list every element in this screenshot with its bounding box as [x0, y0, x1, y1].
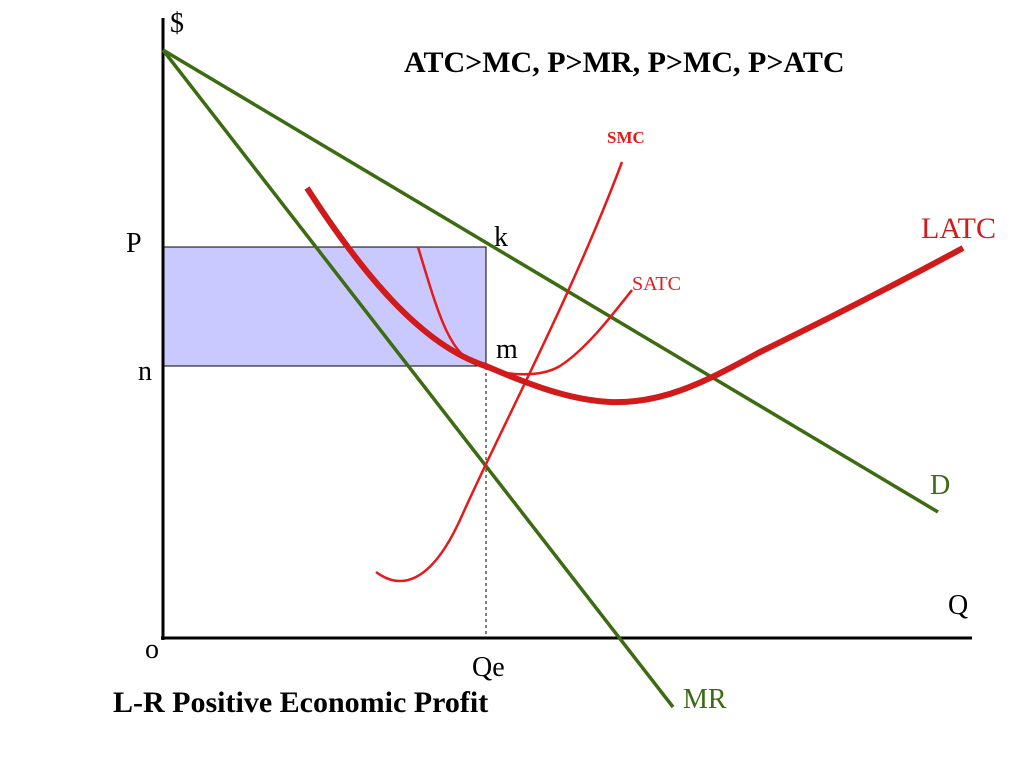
point-k-label: k	[494, 222, 508, 253]
y-axis-label: $	[170, 8, 184, 39]
latc-curve	[304, 186, 965, 406]
mr-label: MR	[683, 684, 727, 715]
origin-label: o	[145, 634, 159, 665]
demand-label: D	[930, 470, 950, 501]
price-label: P	[126, 228, 142, 259]
satc-curve	[416, 246, 633, 376]
diagram-title: ATC>MC, P>MR, P>MC, P>ATC	[404, 46, 845, 79]
quantity-label: Qe	[472, 652, 505, 683]
cost-label: n	[138, 356, 152, 387]
marginal-revenue-curve	[161, 48, 675, 709]
smc-label: SMC	[607, 128, 645, 147]
point-m-label: m	[496, 334, 518, 365]
diagram-caption: L-R Positive Economic Profit	[113, 686, 488, 719]
profit-area	[162, 246, 487, 367]
smc-curve	[375, 161, 624, 583]
latc-label: LATC	[921, 212, 996, 245]
x-axis-label: Q	[948, 590, 968, 621]
satc-label: SATC	[632, 273, 681, 295]
demand-curve	[162, 48, 939, 514]
